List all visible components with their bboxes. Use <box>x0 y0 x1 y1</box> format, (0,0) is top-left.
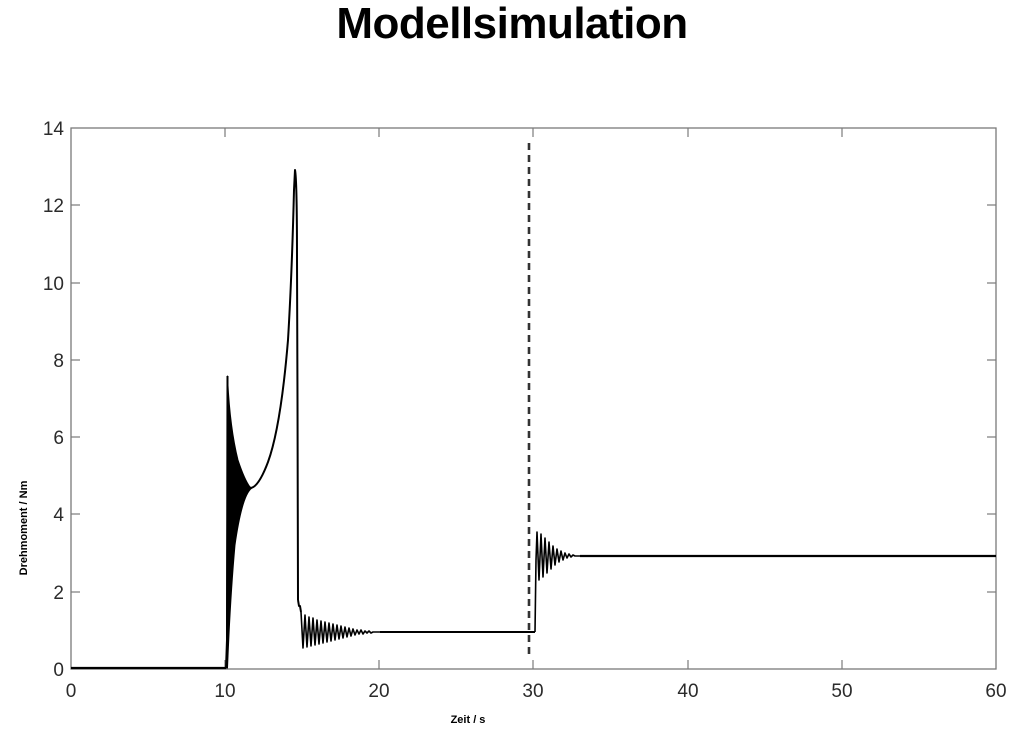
chart-title: Modellsimulation <box>336 0 688 48</box>
x-tick-label: 60 <box>985 681 1006 702</box>
x-tick-label: 40 <box>677 681 698 702</box>
x-tick-label: 50 <box>831 681 852 702</box>
y-tick-label: 2 <box>53 583 64 604</box>
y-tick-label: 6 <box>53 428 64 449</box>
torque-series <box>71 169 996 670</box>
x-tick-label: 20 <box>368 681 389 702</box>
plot-frame <box>70 127 997 670</box>
y-axis-label: Drehmoment / Nm <box>18 480 30 575</box>
y-tick-labels: 0 2 4 6 8 10 12 14 <box>43 119 65 681</box>
y-tick-label: 10 <box>43 274 64 295</box>
y-tick-label: 0 <box>53 660 64 681</box>
x-tick-label: 30 <box>522 681 543 702</box>
y-tick-label: 12 <box>43 196 64 217</box>
y-tick-label: 14 <box>43 119 65 140</box>
x-ticks <box>224 128 843 669</box>
x-axis-label: Zeit / s <box>451 714 486 726</box>
x-tick-labels: 0 10 20 30 40 50 60 <box>66 681 1007 702</box>
x-tick-label: 0 <box>66 681 77 702</box>
x-tick-label: 10 <box>214 681 235 702</box>
y-tick-label: 4 <box>53 505 64 526</box>
y-ticks <box>71 204 996 593</box>
y-tick-label: 8 <box>53 351 64 372</box>
